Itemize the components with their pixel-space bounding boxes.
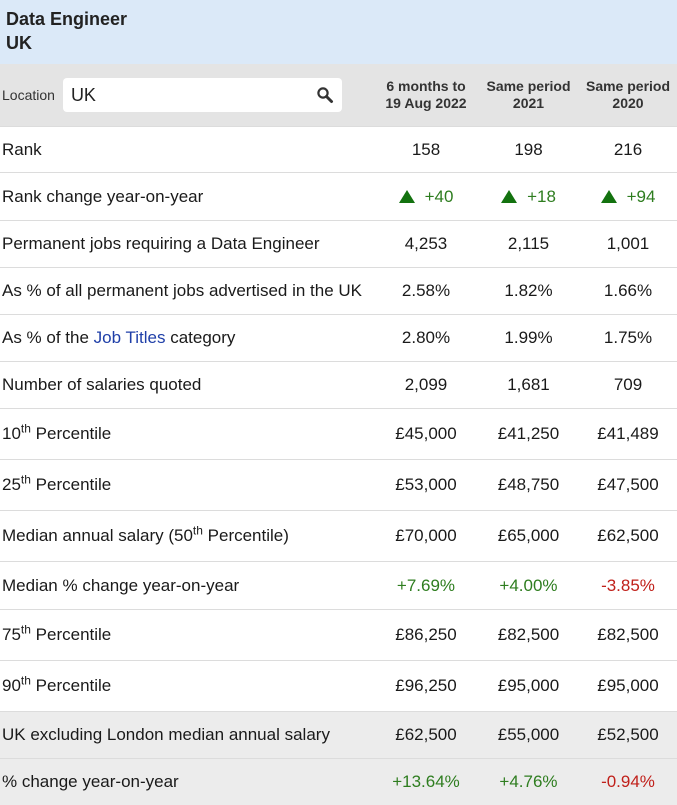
page-subtitle: UK — [6, 33, 32, 53]
row-label: Number of salaries quoted — [0, 361, 374, 409]
table-cell: 2.80% — [374, 314, 478, 362]
table-cell: £53,000 — [374, 459, 478, 511]
table-cell: £62,500 — [374, 711, 478, 759]
table-cell: 2,099 — [374, 361, 478, 409]
table-cell: +13.64% — [374, 758, 478, 805]
table-cell: 709 — [579, 361, 677, 409]
table-cell: +18 — [478, 172, 579, 221]
table-row-90th-percentile: 90th Percentile £96,250 £95,000 £95,000 — [0, 660, 677, 712]
table-row-pct-category: As % of the Job Titles category 2.80% 1.… — [0, 314, 677, 362]
row-label: % change year-on-year — [0, 758, 374, 805]
table-cell: 4,253 — [374, 220, 478, 268]
table-cell: £96,250 — [374, 660, 478, 712]
row-label: 10th Percentile — [0, 408, 374, 460]
table-row-10th-percentile: 10th Percentile £45,000 £41,250 £41,489 — [0, 408, 677, 460]
table-cell: £41,250 — [478, 408, 579, 460]
table-cell: 1.99% — [478, 314, 579, 362]
row-label: As % of all permanent jobs advertised in… — [0, 267, 374, 315]
table-cell: 216 — [579, 126, 677, 173]
up-triangle-icon — [600, 189, 617, 203]
table-cell: £70,000 — [374, 510, 478, 562]
job-titles-link[interactable]: Job Titles — [93, 328, 166, 347]
table-cell: 198 — [478, 126, 579, 173]
table-cell: £95,000 — [579, 660, 677, 712]
table-cell: 1,001 — [579, 220, 677, 268]
table-cell: £48,750 — [478, 459, 579, 511]
table-cell: -3.85% — [579, 561, 677, 610]
location-label: Location — [2, 86, 55, 103]
table-row-median-salary: Median annual salary (50th Percentile) £… — [0, 510, 677, 562]
table-cell: +7.69% — [374, 561, 478, 610]
table-cell: 1,681 — [478, 361, 579, 409]
table-cell: +40 — [374, 172, 478, 221]
table-cell: +4.00% — [478, 561, 579, 610]
table-cell: £52,500 — [579, 711, 677, 759]
page-title: Data Engineer — [6, 9, 128, 29]
table-cell: £47,500 — [579, 459, 677, 511]
table-row-pct-all-jobs: As % of all permanent jobs advertised in… — [0, 267, 677, 315]
table-cell: +94 — [579, 172, 677, 221]
table-cell: 2.58% — [374, 267, 478, 315]
search-icon[interactable] — [316, 86, 334, 104]
table-cell: £62,500 — [579, 510, 677, 562]
row-label: 90th Percentile — [0, 660, 374, 712]
row-label: 25th Percentile — [0, 459, 374, 511]
row-label: UK excluding London median annual salary — [0, 711, 374, 759]
table-cell: 1.66% — [579, 267, 677, 315]
location-search-box[interactable] — [62, 78, 342, 112]
table-cell: £82,500 — [579, 609, 677, 661]
row-label: 75th Percentile — [0, 609, 374, 661]
table-cell: 1.75% — [579, 314, 677, 362]
table-row-num-salaries: Number of salaries quoted 2,099 1,681 70… — [0, 361, 677, 409]
table-row-75th-percentile: 75th Percentile £86,250 £82,500 £82,500 — [0, 609, 677, 661]
table-cell: £65,000 — [478, 510, 579, 562]
table-cell: -0.94% — [579, 758, 677, 805]
column-header-2021: Same period 2021 — [486, 78, 571, 111]
up-triangle-icon — [398, 189, 415, 203]
table-cell: £45,000 — [374, 408, 478, 460]
table-cell: £86,250 — [374, 609, 478, 661]
row-label: Median annual salary (50th Percentile) — [0, 510, 374, 562]
table-row-rank: Rank 158 198 216 — [0, 126, 677, 173]
location-cell: Location — [0, 64, 374, 127]
table-row-rank-change: Rank change year-on-year +40 +18 +94 — [0, 172, 677, 221]
table-row-25th-percentile: 25th Percentile £53,000 £48,750 £47,500 — [0, 459, 677, 511]
table-row-median-change: Median % change year-on-year +7.69% +4.0… — [0, 561, 677, 610]
row-label: Rank — [0, 126, 374, 173]
row-label: Rank change year-on-year — [0, 172, 374, 221]
table-cell: £41,489 — [579, 408, 677, 460]
location-input[interactable] — [70, 84, 311, 106]
table-row-pct-change: % change year-on-year +13.64% +4.76% -0.… — [0, 758, 677, 805]
table-cell: +4.76% — [478, 758, 579, 805]
row-label: Permanent jobs requiring a Data Engineer — [0, 220, 374, 268]
table-cell: 158 — [374, 126, 478, 173]
table-cell: 1.82% — [478, 267, 579, 315]
table-cell: £82,500 — [478, 609, 579, 661]
page-header: Data Engineer UK — [0, 0, 677, 64]
table-cell: £95,000 — [478, 660, 579, 712]
column-header-2020: Same period 2020 — [585, 78, 671, 111]
table-cell: 2,115 — [478, 220, 579, 268]
row-label: Median % change year-on-year — [0, 561, 374, 610]
column-header-current: 6 months to 19 Aug 2022 — [385, 78, 467, 111]
table-row-permanent-jobs: Permanent jobs requiring a Data Engineer… — [0, 220, 677, 268]
table-row-uk-ex-london: UK excluding London median annual salary… — [0, 711, 677, 759]
up-triangle-icon — [501, 189, 518, 203]
table-cell: £55,000 — [478, 711, 579, 759]
row-label: As % of the Job Titles category — [0, 314, 374, 362]
